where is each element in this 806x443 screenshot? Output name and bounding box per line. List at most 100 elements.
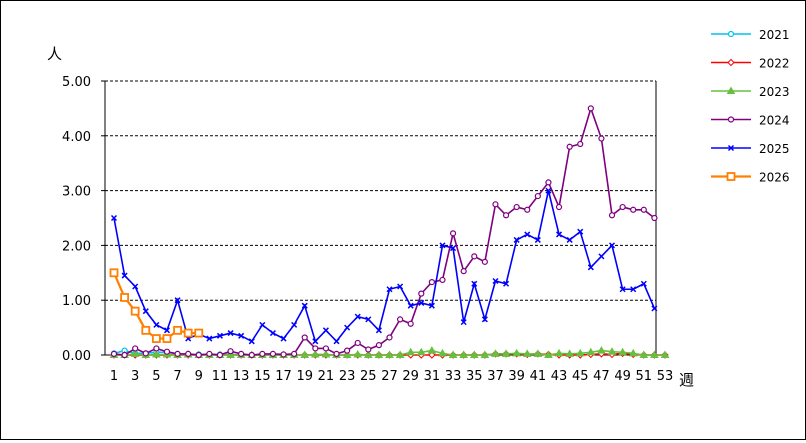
legend-label: 2026 <box>759 171 790 185</box>
data-point <box>375 327 382 334</box>
legend-label: 2025 <box>759 142 790 156</box>
data-point <box>460 268 467 275</box>
x-tick-label: 21 <box>318 369 335 384</box>
data-point <box>439 242 446 249</box>
data-point <box>481 258 488 265</box>
x-tick-label: 5 <box>152 369 160 384</box>
data-point <box>406 347 416 356</box>
data-point <box>726 172 736 181</box>
data-point <box>575 348 585 357</box>
data-point <box>544 350 553 358</box>
data-point <box>565 349 575 357</box>
x-tick-label: 41 <box>530 369 547 384</box>
data-point <box>577 228 584 235</box>
legend-label: 2021 <box>759 28 790 42</box>
x-tick-label: 25 <box>360 369 377 384</box>
data-point <box>185 350 192 358</box>
data-point <box>513 203 520 211</box>
x-tick-label: 29 <box>402 369 419 384</box>
data-point <box>151 334 161 343</box>
data-point <box>418 299 425 306</box>
data-point <box>130 349 140 357</box>
data-point <box>460 319 467 326</box>
data-point <box>321 349 331 358</box>
data-point <box>342 350 352 358</box>
data-point <box>226 350 235 358</box>
data-point <box>587 105 594 112</box>
y-axis-label: 人 <box>47 45 62 63</box>
data-point <box>630 206 637 213</box>
data-point <box>152 349 161 358</box>
data-point <box>608 242 616 249</box>
data-point <box>110 350 118 358</box>
data-point <box>450 245 457 252</box>
legend-entry-2024: 2024 <box>711 114 790 128</box>
data-point <box>142 308 149 315</box>
legend-entry-2021: 2021 <box>711 28 790 42</box>
x-tick-label: 1 <box>110 369 118 384</box>
series-2024 <box>110 105 658 359</box>
data-point <box>162 334 172 343</box>
data-point <box>416 347 426 356</box>
x-tick-label: 3 <box>131 369 139 384</box>
data-point <box>639 350 649 358</box>
data-point <box>522 349 532 357</box>
y-tick-label: 5.00 <box>62 75 91 90</box>
series-line-2025 <box>113 190 656 343</box>
legend-entry-2025: 2025 <box>711 142 790 156</box>
x-tick-label: 15 <box>254 369 271 384</box>
data-point <box>374 350 384 358</box>
data-point <box>363 350 373 358</box>
data-point <box>386 286 393 293</box>
data-point <box>216 351 224 359</box>
data-point <box>174 297 181 304</box>
data-point <box>608 212 616 219</box>
data-point <box>628 348 638 357</box>
x-tick-label: 33 <box>445 369 462 384</box>
data-point <box>524 206 531 213</box>
data-point <box>428 302 435 309</box>
legend-entry-2026: 2026 <box>711 171 790 185</box>
data-point <box>471 253 478 260</box>
data-point <box>163 327 171 334</box>
data-point <box>491 349 500 357</box>
data-point <box>365 346 372 353</box>
data-point <box>502 212 510 219</box>
data-point <box>533 349 543 357</box>
data-point <box>397 283 404 290</box>
y-tick-label: 0.00 <box>62 349 91 364</box>
data-point <box>130 306 140 316</box>
data-point <box>471 280 478 287</box>
data-point <box>322 327 329 334</box>
data-point <box>110 214 118 222</box>
data-point <box>132 345 139 352</box>
data-point <box>598 253 605 260</box>
data-point <box>301 302 308 309</box>
legend-label: 2024 <box>759 114 790 128</box>
data-point <box>503 280 510 287</box>
x-tick-label: 47 <box>593 369 610 384</box>
data-point <box>259 321 266 328</box>
x-axis-label: 週 <box>679 371 694 389</box>
data-point <box>300 350 310 358</box>
x-tick-label: 51 <box>636 369 653 384</box>
data-point <box>301 334 308 341</box>
data-point <box>269 330 276 337</box>
data-point <box>512 348 522 357</box>
x-tick-label: 53 <box>657 369 674 384</box>
data-point <box>259 350 266 358</box>
data-point <box>386 334 393 341</box>
data-point <box>438 348 447 357</box>
grid-lines <box>105 80 656 301</box>
data-point <box>269 350 277 358</box>
data-point <box>492 277 499 285</box>
x-tick-label: 31 <box>424 369 441 384</box>
data-point <box>439 276 446 284</box>
data-point <box>248 351 255 359</box>
data-point <box>195 351 202 359</box>
data-point <box>121 351 128 359</box>
x-tick-label: 27 <box>381 369 398 384</box>
data-point <box>492 201 499 208</box>
data-point <box>248 338 255 345</box>
data-point <box>480 350 490 358</box>
